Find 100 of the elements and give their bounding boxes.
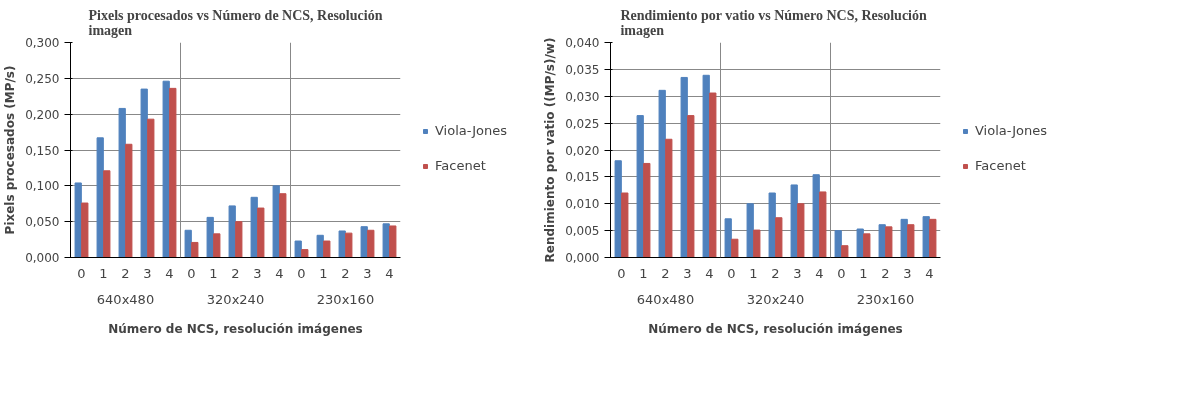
bar — [878, 224, 886, 258]
x-tick-label: 0 — [617, 265, 626, 281]
bar — [316, 234, 324, 258]
text: 230x160 — [316, 291, 375, 307]
x-tick-label: 1 — [99, 265, 108, 281]
x-tick-label: 1 — [749, 265, 758, 281]
bar — [665, 138, 673, 258]
bar — [621, 192, 629, 258]
y-tick-label: 0,010 — [565, 197, 600, 212]
x-tick-label: 2 — [341, 265, 350, 281]
x-tick-label: 1 — [319, 265, 328, 281]
bar — [367, 229, 375, 258]
bar — [768, 192, 776, 258]
bar — [702, 74, 710, 258]
bar — [382, 223, 390, 258]
bar — [753, 229, 761, 258]
x-tick-label: 0 — [77, 265, 86, 281]
bar — [658, 89, 666, 258]
x-tick-label: 1 — [859, 265, 868, 281]
y-axis-title: Pixels procesados (MP/s) — [3, 65, 18, 235]
bar — [228, 205, 236, 258]
legend-label: Viola-Jones — [435, 123, 507, 138]
bar — [709, 92, 717, 258]
bar — [345, 232, 353, 258]
bar — [213, 233, 221, 258]
x-tick-label: 4 — [705, 265, 714, 281]
bar — [96, 137, 104, 258]
text: 320x240 — [746, 291, 805, 307]
y-tick-label: 0,300 — [25, 36, 60, 50]
bar — [841, 245, 849, 258]
bar — [162, 80, 170, 258]
bar — [184, 229, 192, 258]
bar — [614, 160, 622, 258]
bar — [731, 238, 739, 258]
bar — [235, 221, 243, 258]
text: 640x480 — [96, 291, 155, 307]
bar — [103, 170, 111, 258]
bar — [147, 118, 155, 258]
x-tick-label: 1 — [639, 265, 648, 281]
bar — [140, 88, 148, 258]
bar — [922, 216, 930, 258]
y-tick-label: 0,100 — [25, 179, 60, 194]
bar — [907, 224, 915, 258]
bar — [257, 207, 265, 258]
x-tick-label: 0 — [297, 265, 306, 281]
text: 640x480 — [636, 291, 695, 307]
bar — [272, 185, 280, 258]
bar — [636, 115, 644, 258]
x-tick-label: 3 — [143, 265, 152, 281]
y-axis-title: Rendimiento por vatio ((MP/s)/w) — [543, 37, 558, 263]
bar — [125, 143, 133, 258]
bar — [206, 216, 214, 258]
x-tick-label: 3 — [253, 265, 262, 281]
y-tick-label: 0,015 — [565, 170, 600, 185]
bar — [118, 107, 126, 258]
bar — [338, 230, 346, 258]
y-tick-label: 0,020 — [565, 143, 600, 158]
bar — [323, 240, 331, 258]
x-tick-label: 3 — [903, 265, 912, 281]
x-tick-label: 4 — [385, 265, 394, 281]
chart-title: Rendimiento por vatio vs Número NCS, Resolución imagen — [620, 7, 927, 38]
bar — [643, 162, 651, 258]
bar — [389, 225, 397, 258]
x-tick-label: 3 — [363, 265, 372, 281]
x-tick-label: 2 — [881, 265, 890, 281]
bar — [863, 233, 871, 258]
bar — [812, 174, 820, 258]
x-axis-title: Número de NCS, resolución imágenes — [648, 321, 903, 336]
x-tick-label: 4 — [165, 265, 174, 281]
bar — [856, 228, 864, 258]
bar — [191, 241, 199, 258]
x-tick-label: 2 — [231, 265, 240, 281]
text: 230x160 — [856, 291, 915, 307]
bar — [301, 249, 309, 258]
bar — [687, 115, 695, 258]
y-tick-label: 0,250 — [25, 71, 60, 86]
x-tick-label: 4 — [925, 265, 934, 281]
text: 320x240 — [206, 291, 265, 307]
x-tick-label: 3 — [683, 265, 692, 281]
bar — [279, 193, 287, 258]
y-tick-label: 0,200 — [25, 107, 60, 122]
bar — [250, 196, 258, 258]
x-tick-label: 3 — [793, 265, 802, 281]
y-tick-label: 0,150 — [25, 143, 60, 158]
legend-label: Facenet — [975, 158, 1026, 173]
bar — [790, 184, 798, 258]
bar — [74, 182, 82, 258]
y-tick-label: 0,000 — [565, 251, 600, 265]
x-tick-label: 4 — [275, 265, 284, 281]
bar — [797, 203, 805, 258]
x-tick-label: 0 — [837, 265, 846, 281]
bar — [746, 203, 754, 258]
y-tick-label: 0,050 — [25, 215, 60, 230]
bar — [834, 230, 842, 258]
x-tick-label: 2 — [771, 265, 780, 281]
x-tick-label: 4 — [815, 265, 824, 281]
x-tick-label: 1 — [209, 265, 218, 281]
x-tick-label: 0 — [187, 265, 196, 281]
x-tick-label: 0 — [727, 265, 736, 281]
legend-label: Facenet — [435, 158, 486, 173]
